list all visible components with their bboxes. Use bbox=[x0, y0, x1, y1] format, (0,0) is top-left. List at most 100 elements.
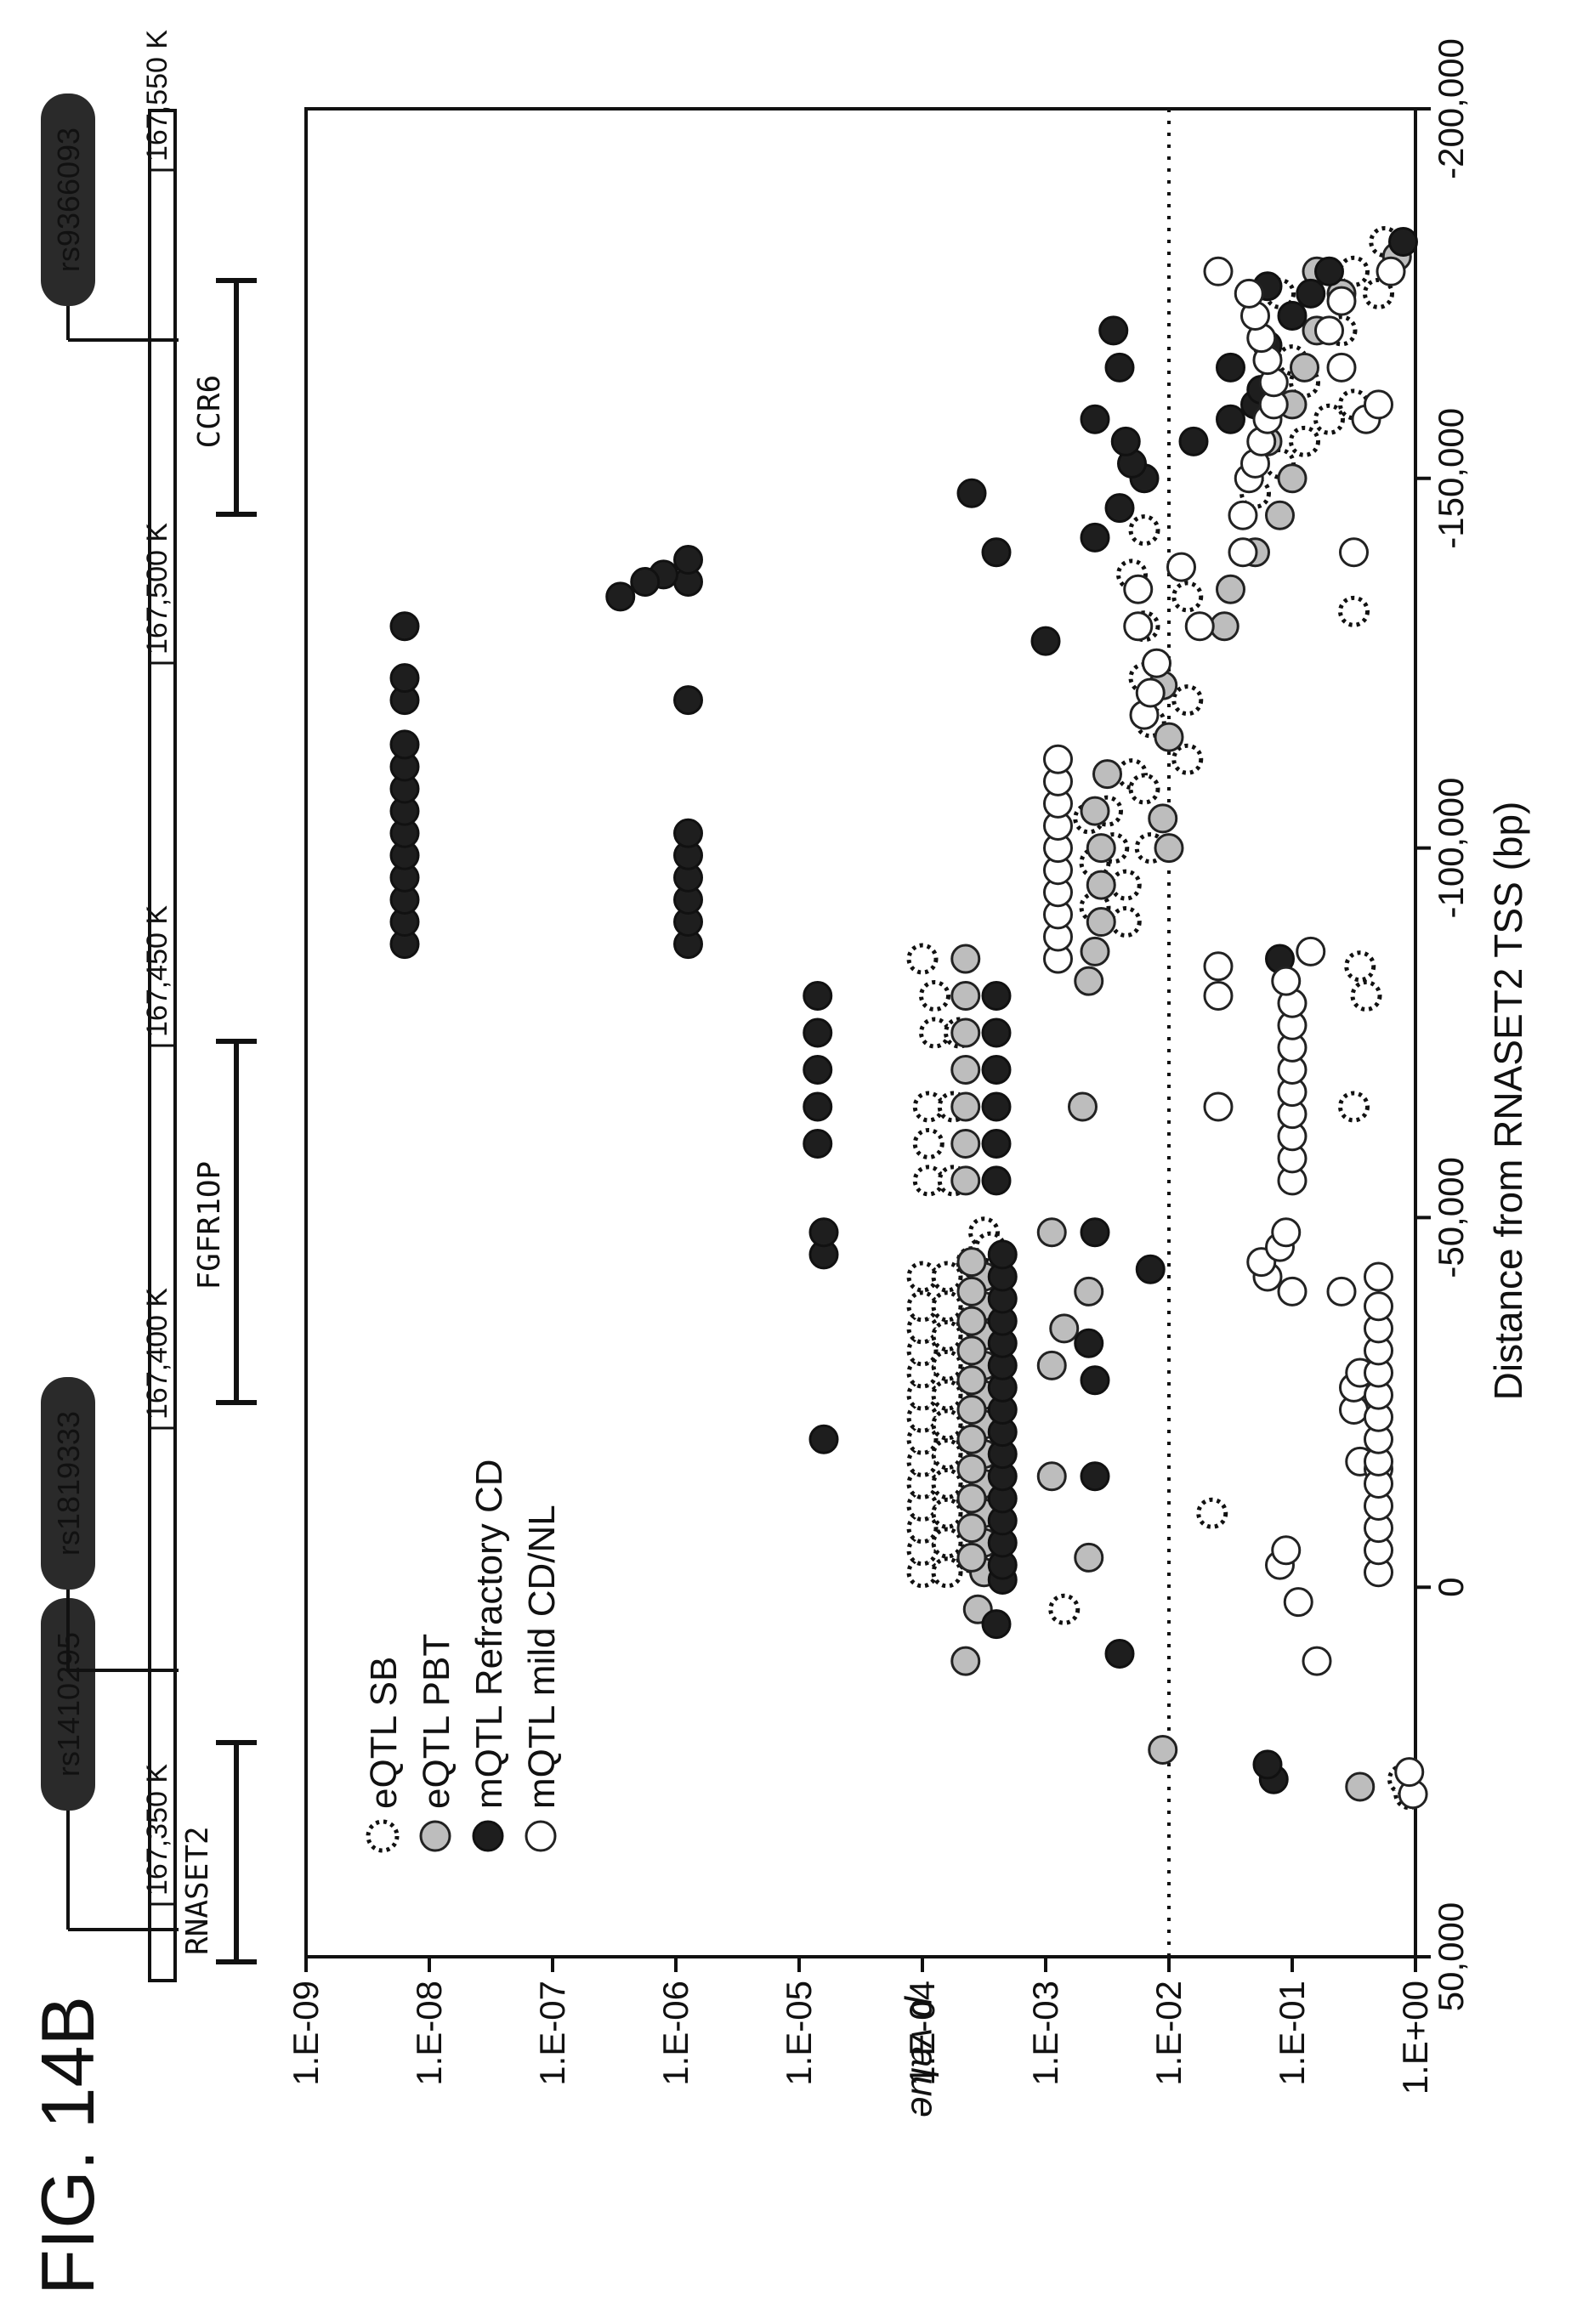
data-point bbox=[981, 1165, 1012, 1196]
snp-pill bbox=[41, 94, 95, 306]
x-tick-label: 50,000 bbox=[1431, 1902, 1471, 2011]
data-point bbox=[950, 981, 981, 1012]
data-point bbox=[1135, 677, 1166, 708]
data-point bbox=[987, 1239, 1018, 1270]
data-point bbox=[389, 729, 420, 760]
x-axis-label: Distance from RNASET2 TSS (bp) bbox=[1486, 802, 1530, 1401]
data-point bbox=[1109, 869, 1142, 901]
data-point bbox=[919, 980, 950, 1012]
data-point bbox=[1123, 611, 1154, 642]
data-point bbox=[1326, 1276, 1357, 1307]
data-point bbox=[673, 818, 703, 848]
data-point bbox=[1203, 981, 1234, 1012]
data-point bbox=[981, 1054, 1012, 1085]
data-point bbox=[981, 537, 1012, 568]
data-point bbox=[1080, 796, 1110, 826]
gene-label: RNASET2 bbox=[180, 1826, 215, 1955]
data-point bbox=[1154, 722, 1184, 752]
data-point bbox=[1098, 315, 1129, 346]
snp-pill bbox=[41, 1598, 95, 1811]
data-point bbox=[1203, 951, 1234, 982]
data-point bbox=[1166, 552, 1196, 582]
data-point bbox=[931, 1527, 963, 1559]
data-point bbox=[981, 981, 1012, 1012]
scatter-plot: 1.E-09 1.E-08 1.E-07 1.E-06 1.E-05 1.E-04 1.E-… bbox=[286, 38, 1471, 2094]
y-tick-label: 1.E-02 bbox=[1149, 1981, 1188, 2086]
data-point bbox=[956, 478, 987, 508]
data-point bbox=[1277, 300, 1308, 331]
position-label: 167,400 K bbox=[141, 1288, 173, 1420]
data-point bbox=[1283, 1587, 1313, 1618]
legend-marker bbox=[525, 1820, 557, 1852]
data-point bbox=[906, 943, 939, 975]
data-point bbox=[1271, 1217, 1302, 1248]
data-point bbox=[1302, 1646, 1332, 1676]
data-point bbox=[956, 1247, 987, 1278]
snp-pill bbox=[41, 1377, 95, 1590]
position-label: 167,450 K bbox=[141, 905, 173, 1037]
data-point bbox=[956, 1335, 987, 1366]
data-point bbox=[950, 1128, 981, 1159]
data-point bbox=[1086, 833, 1116, 864]
data-point bbox=[1104, 352, 1135, 383]
data-points bbox=[389, 226, 1428, 1811]
data-point bbox=[1228, 537, 1258, 568]
y-tick-label: 1.E-03 bbox=[1025, 1981, 1065, 2086]
data-point bbox=[1104, 1638, 1135, 1669]
y-tick-label: 1.E-01 bbox=[1272, 1981, 1312, 2086]
data-point bbox=[1289, 425, 1320, 457]
data-point bbox=[1228, 500, 1258, 530]
data-point bbox=[1128, 773, 1160, 805]
data-point bbox=[1326, 286, 1357, 316]
data-point bbox=[956, 1306, 987, 1336]
genomic-position-ticks: 167,350 K 167,400 K 167,450 K 167,500 K 167,… bbox=[141, 30, 175, 1906]
data-point bbox=[1068, 1091, 1098, 1122]
data-point bbox=[1080, 936, 1110, 966]
position-label: 167,500 K bbox=[141, 523, 173, 655]
data-point bbox=[1148, 1735, 1178, 1766]
data-point bbox=[931, 1497, 963, 1529]
data-point bbox=[981, 1128, 1012, 1159]
data-point bbox=[1043, 744, 1073, 774]
data-point bbox=[1036, 1350, 1067, 1380]
snp-label: rs1819333 bbox=[51, 1411, 86, 1556]
data-point bbox=[912, 1127, 944, 1159]
data-point bbox=[1277, 463, 1308, 494]
data-point bbox=[630, 567, 661, 598]
legend-label: eQTL PBT bbox=[416, 1634, 457, 1809]
data-point bbox=[1049, 1313, 1080, 1344]
data-point bbox=[808, 1424, 839, 1454]
y-tick-label: 1.E-05 bbox=[779, 1981, 819, 2086]
data-point bbox=[1314, 256, 1344, 286]
data-point bbox=[1216, 404, 1245, 434]
position-label: 167,550 K bbox=[141, 30, 173, 162]
data-point bbox=[956, 1276, 987, 1307]
gene-annotations: RNASET2 FGFR1OP CCR6 bbox=[180, 278, 257, 1964]
data-point bbox=[906, 1290, 939, 1323]
data-point bbox=[1123, 574, 1154, 604]
data-point bbox=[1290, 352, 1319, 383]
data-point bbox=[1350, 980, 1382, 1012]
data-point bbox=[981, 1017, 1012, 1048]
legend: eQTL SB eQTL PBT mQTL Refractory CD mQTL mi… bbox=[363, 1459, 563, 1853]
data-point bbox=[1364, 1291, 1393, 1322]
data-point bbox=[1314, 315, 1344, 346]
x-tick-label: 0 bbox=[1431, 1578, 1471, 1597]
genome-track: 167,350 K 167,400 K 167,450 K 167,500 K 167,… bbox=[41, 30, 257, 1982]
x-tick-label: -150,000 bbox=[1431, 408, 1471, 549]
data-point bbox=[981, 1609, 1012, 1640]
legend-marker bbox=[366, 1819, 400, 1853]
data-point bbox=[1364, 1261, 1393, 1292]
data-point bbox=[1203, 256, 1234, 286]
figure-label: FIG. 14B bbox=[26, 1996, 110, 2295]
data-point bbox=[956, 1394, 987, 1425]
data-point bbox=[1074, 1328, 1104, 1358]
data-point bbox=[1277, 1276, 1308, 1307]
data-point bbox=[1216, 352, 1245, 383]
data-point bbox=[1339, 537, 1369, 568]
position-label: 167,350 K bbox=[141, 1764, 173, 1896]
data-point bbox=[1209, 611, 1239, 642]
data-point bbox=[1110, 426, 1141, 456]
